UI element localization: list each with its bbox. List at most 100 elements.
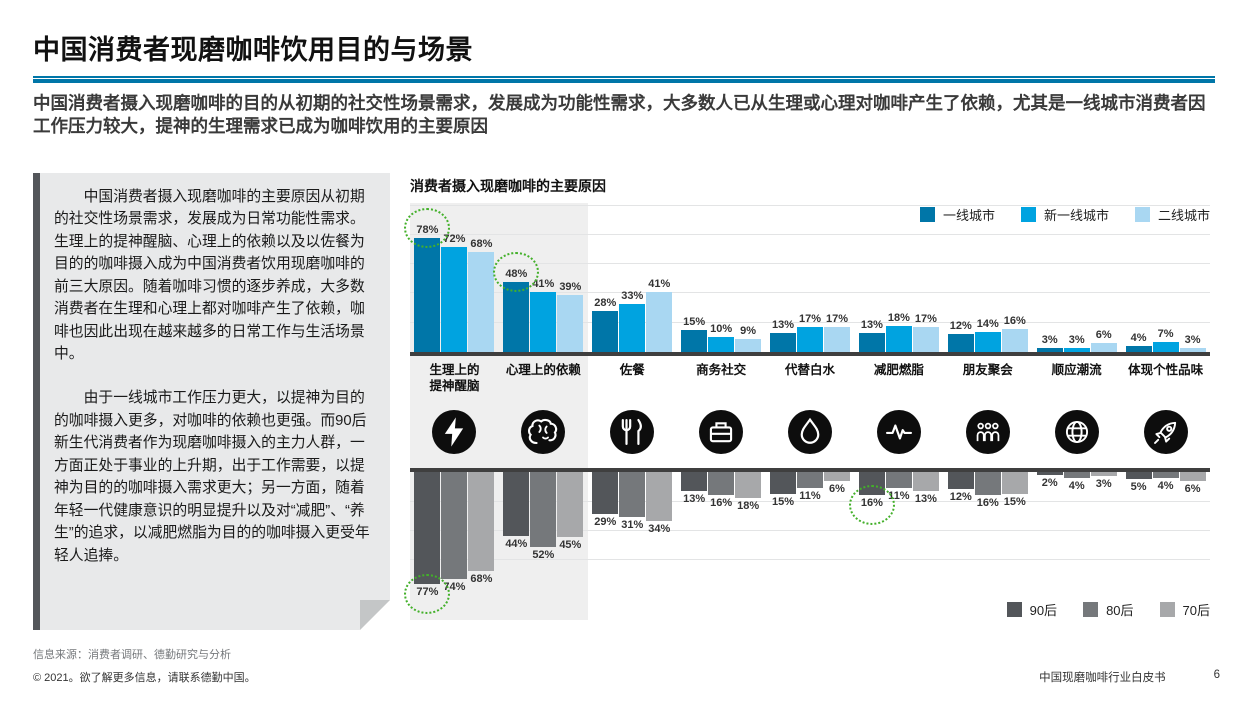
accent-bar [33,173,40,630]
category-icon-cell [677,410,766,454]
bar-90后: 5% [1125,472,1152,493]
bar-value-label: 16% [1003,314,1026,327]
bar-value-label: 41% [532,277,555,290]
bar-70后: 6% [1179,472,1206,495]
bar-二线城市: 41% [646,278,673,352]
insight-text-box: 中国消费者摄入现磨咖啡的主要原因从初期的社交性场景需求，发展成为日常功能性需求。… [33,173,390,630]
bar-二线城市: 17% [824,313,850,352]
bar-新一线城市: 33% [619,290,646,352]
legend-item: 二线城市 [1134,205,1210,224]
category-labels-row: 生理上的 提神醒脑 心理上的依赖 佐餐 商务社交 代替白水 减肥燃脂 朋友聚会 顺应潮流 体现个… [410,362,1210,395]
bar-value-label: 13% [771,318,795,331]
city-tier-legend: 一线城市 新一线城市 二线城市 [919,205,1210,224]
bar-group: 12% 14% 16% [943,203,1032,352]
category-icons-row [410,410,1210,454]
legend-label: 80后 [1106,603,1134,618]
gridline [410,501,1210,502]
report-title: 中国现磨咖啡行业白皮书 [1039,672,1166,684]
bar-value-label: 68% [470,238,493,251]
bar-二线城市: 9% [735,325,762,352]
bar-value-label: 17% [914,313,937,326]
legend-label: 新一线城市 [1043,208,1109,223]
legend-swatch [1134,207,1150,222]
generation-legend: 90后 80后 70后 [1006,600,1210,619]
category-icon-cell [1032,410,1121,454]
category-label: 佐餐 [619,363,645,377]
bar-二线城市: 16% [1001,315,1028,352]
bar-group: 3% 3% 6% [1032,203,1121,352]
bar-新一线城市: 7% [1152,328,1179,352]
category-label: 顺应潮流 [1051,363,1102,377]
bar-新一线城市: 17% [797,313,823,352]
bolt-icon [432,410,477,454]
category-label: 朋友聚会 [962,363,1013,377]
bar-value-label: 13% [860,318,883,331]
bar-90后: 2% [1036,472,1063,489]
bar-一线城市: 28% [592,297,619,352]
bar-value-label: 7% [1157,327,1174,340]
bar-value-label: 3% [1184,333,1201,346]
bar-一线城市: 13% [770,319,796,352]
bar-value-label: 4% [1157,479,1174,492]
bar-新一线城市: 14% [974,318,1001,352]
legend-label: 90后 [1029,603,1058,618]
insight-text: 中国消费者摄入现磨咖啡的主要原因从初期的社交性场景需求，发展成为日常功能性需求。… [40,173,390,630]
bar-一线城市: 12% [947,320,974,352]
page-subtitle: 中国消费者摄入现磨咖啡的目的从初期的社交性场景需求，发展成为功能性需求，大多数人… [33,93,1206,137]
bar-70后: 18% [735,472,762,512]
bar-value-label: 11% [799,489,821,502]
bar-value-label: 15% [683,316,706,329]
bar-90后: 13% [681,472,708,505]
briefcase-icon [699,410,744,454]
category-icon-cell [766,410,855,454]
category-icon-cell [943,410,1032,454]
bar-value-label: 10% [710,323,733,336]
people-icon [965,410,1010,454]
bar-value-label: 2% [1041,476,1058,489]
bar-90后: 44% [503,472,530,550]
bar-value-label: 31% [621,518,644,531]
bar-value-label: 15% [771,495,795,508]
bar-一线城市: 13% [858,319,885,352]
bar-一线城市: 15% [681,316,708,352]
bar-90后: 29% [592,472,619,528]
bar-value-label: 15% [1003,495,1026,508]
bar-70后: 68% [468,472,495,585]
generation-bar-plot: 77% 74% 68% 44% 52% 45% 29% 31% 34% 13% 16% 18% 15% 1… [410,472,1210,606]
category-label: 生理上的 提神醒脑 [429,363,480,394]
bar-二线城市: 68% [468,238,495,352]
bar-新一线城市: 3% [1063,334,1090,352]
bar-value-label: 3% [1041,333,1058,346]
gridline [410,559,1210,560]
folded-corner [360,600,390,630]
legend-swatch [1020,207,1036,222]
bar-一线城市: 3% [1036,334,1063,352]
bar-value-label: 6% [829,482,845,495]
footer-right: 中国现磨咖啡行业白皮书 6 [1039,669,1220,685]
bar-value-label: 34% [648,523,671,536]
rocket-icon [1143,410,1188,454]
bar-二线城市: 3% [1179,334,1206,352]
bar-value-label: 3% [1095,478,1112,491]
bar-70后: 45% [557,472,584,551]
bar-70后: 3% [1090,472,1117,490]
bar-80后: 16% [974,472,1001,509]
category-label: 代替白水 [785,363,836,377]
category-label: 商务社交 [696,363,747,377]
bar-value-label: 39% [559,280,582,293]
page-number: 6 [1213,669,1220,681]
bar-group: 12% 16% 15% [943,472,1032,606]
legend-swatch [919,207,935,222]
bar-新一线城市: 41% [530,278,557,352]
bar-group: 13% 18% 17% [854,203,943,352]
bar-二线城市: 6% [1090,329,1117,352]
gridline [410,321,1210,323]
bar-value-label: 6% [1184,482,1201,495]
bar-value-label: 4% [1068,479,1085,492]
bar-value-label: 41% [648,277,671,290]
legend-item: 90后 [1006,600,1058,619]
bar-group: 5% 4% 6% [1121,472,1210,606]
bar-value-label: 13% [914,492,937,505]
legend-label: 二线城市 [1157,208,1210,223]
